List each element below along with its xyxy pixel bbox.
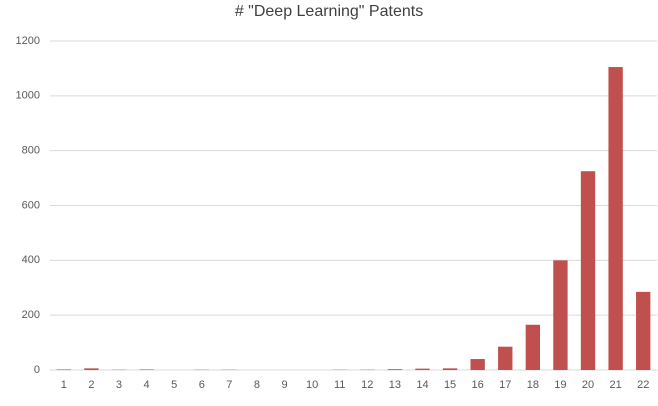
bar [139, 369, 153, 370]
bar [581, 171, 595, 370]
x-tick-label: 13 [389, 379, 401, 391]
x-tick-label: 22 [637, 379, 649, 391]
x-tick-label: 12 [361, 379, 373, 391]
bar [388, 369, 402, 370]
x-tick-label: 18 [527, 379, 539, 391]
bar [443, 368, 457, 370]
x-tick-label: 16 [472, 379, 484, 391]
y-tick-label: 1200 [16, 35, 40, 47]
bar [636, 292, 650, 370]
bar [84, 368, 98, 370]
x-tick-label: 4 [144, 379, 150, 391]
x-tick-label: 7 [226, 379, 232, 391]
x-tick-label: 15 [444, 379, 456, 391]
bar [470, 359, 484, 370]
y-tick-label: 0 [34, 364, 40, 376]
y-tick-label: 200 [22, 309, 40, 321]
bar [498, 347, 512, 370]
x-tick-label: 11 [334, 379, 345, 391]
x-tick-label: 3 [116, 379, 122, 391]
y-tick-label: 600 [22, 199, 40, 211]
x-tick-label: 1 [61, 379, 67, 391]
y-tick-label: 400 [22, 254, 40, 266]
chart-title: # "Deep Learning" Patents [235, 3, 423, 20]
x-tick-label: 9 [281, 379, 287, 391]
bar [608, 67, 622, 370]
x-tick-label: 21 [609, 379, 621, 391]
x-tick-label: 19 [554, 379, 566, 391]
x-tick-label: 17 [499, 379, 511, 391]
x-tick-label: 5 [171, 379, 177, 391]
bar [57, 369, 71, 370]
x-tick-label: 20 [582, 379, 594, 391]
y-tick-label: 800 [22, 145, 40, 157]
bar [415, 369, 429, 370]
x-tick-label: 14 [416, 379, 428, 391]
x-tick-label: 6 [199, 379, 205, 391]
x-tick-label: 2 [88, 379, 94, 391]
bar [553, 260, 567, 370]
x-tick-label: 8 [254, 379, 260, 391]
bar [526, 325, 540, 370]
x-tick-label: 10 [306, 379, 318, 391]
y-tick-label: 1000 [16, 90, 40, 102]
